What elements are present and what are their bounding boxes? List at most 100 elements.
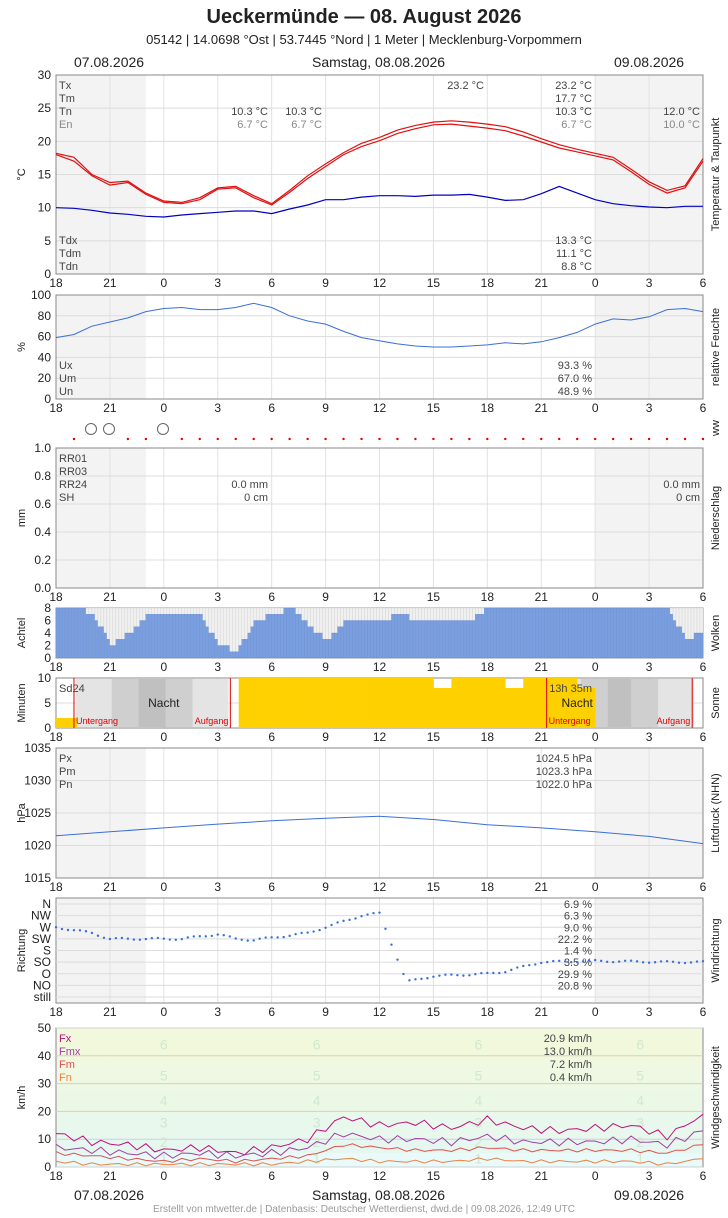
temperature-xtick: 6 [700, 276, 707, 290]
clouds-xtick: 21 [535, 660, 549, 674]
sun-bar [325, 678, 329, 728]
clouds-ytick: 8 [44, 601, 51, 615]
cloud-bar [391, 614, 395, 659]
cloud-bar [660, 607, 665, 659]
winddir-dot [498, 971, 501, 975]
cloud-bar [612, 607, 617, 659]
ww-marker-dot [468, 437, 471, 441]
winddir-dot [420, 977, 423, 981]
pressure-xtick: 0 [592, 880, 599, 894]
cloud-bar [481, 614, 485, 659]
cloud-bar [94, 620, 99, 659]
sun-bar [583, 688, 587, 728]
clouds-ytick: 6 [44, 614, 51, 628]
cloud-bar [571, 607, 575, 659]
sun-bar [307, 678, 311, 728]
cloud-bar [220, 645, 224, 659]
cloud-bar [79, 607, 84, 659]
ww-marker-dot [306, 437, 309, 441]
temp-day1-tn: 10.3 °C [231, 106, 268, 118]
cloud-bar [109, 645, 114, 659]
cloud-bar [130, 632, 135, 659]
sun-bar [478, 678, 482, 728]
sun-bar [526, 678, 530, 728]
ww-marker-dot [432, 437, 435, 441]
pressure-ytick: 1015 [24, 871, 51, 885]
pressure-frame [55, 747, 704, 879]
cloud-bar [376, 620, 380, 659]
precip-xtick: 15 [427, 590, 441, 604]
winddir-dot [360, 915, 363, 918]
cloud-bar [427, 620, 431, 659]
cloud-bar [490, 607, 494, 659]
precip-night-shade [56, 448, 146, 588]
cloud-bar [469, 620, 473, 659]
winddir-dot [300, 931, 303, 935]
precip-ytick: 0.6 [34, 497, 51, 511]
winddir-xtick: 3 [214, 1005, 221, 1019]
sun-bar [415, 678, 419, 728]
sun-bar [571, 678, 575, 728]
precip-xtick: 3 [214, 590, 221, 604]
pressure-xtick: 18 [49, 880, 63, 894]
windspeed-bft-band [57, 1114, 702, 1137]
windspeed-ytick: 10 [38, 1132, 52, 1146]
cloud-bar [244, 639, 248, 659]
humidity-line [55, 302, 704, 348]
winddir-dot [623, 959, 627, 962]
ww-marker-dot [665, 437, 669, 441]
winddir-dot [348, 918, 351, 922]
winddir-dot [438, 974, 441, 977]
windspeed-xtick: 3 [646, 1169, 653, 1183]
sun-night-deep [607, 679, 632, 727]
humidity-xtick: 0 [160, 401, 167, 415]
winddir-percentage: 29.9 % [558, 969, 592, 981]
clouds-xtick: 9 [322, 660, 329, 674]
windspeed-stat-value: 13.0 km/h [544, 1046, 592, 1058]
winddir-dot [66, 928, 70, 932]
precip-xtick: 3 [646, 590, 653, 604]
sun-bar [490, 678, 494, 728]
sun-sd-value: 13h 35m [549, 683, 592, 695]
cloud-bar [382, 620, 386, 659]
cloud-bar [436, 620, 440, 659]
sun-bar [328, 678, 332, 728]
winddir-dot [689, 961, 693, 964]
cloud-bar [463, 620, 467, 659]
cloud-bar [592, 607, 596, 659]
cloud-bar [586, 607, 590, 659]
sun-bar [433, 688, 437, 728]
sun-sunrise-label: Aufgang [195, 716, 229, 726]
humidity-ytick: 80 [38, 309, 52, 323]
humidity-stat-label: Un [59, 386, 73, 398]
sun-bar [463, 678, 467, 728]
precip-stat-label: SH [59, 492, 74, 504]
sun-bar [412, 678, 416, 728]
temperature-xtick: 15 [427, 276, 441, 290]
windspeed-bft-number: 5 [636, 1067, 644, 1083]
cloud-bar [574, 607, 578, 659]
winddir-tick: O [42, 967, 51, 981]
winddir-xtick: 18 [49, 1005, 63, 1019]
windspeed-ytick: 50 [38, 1021, 52, 1035]
windspeed-ytick: 40 [38, 1049, 52, 1063]
winddir-dot [120, 936, 124, 940]
cloud-bar [478, 614, 482, 659]
cloud-bar [298, 614, 302, 659]
sun-bar [268, 678, 272, 728]
sun-bar [364, 678, 368, 728]
cloud-bar [217, 645, 221, 659]
winddir-dot [629, 959, 633, 962]
cloud-bar [678, 626, 683, 659]
cloud-bar [601, 607, 605, 659]
sun-bar [370, 678, 374, 728]
sun-bar [568, 678, 572, 728]
footer-credits: Erstellt von mtwetter.de | Datenbasis: D… [153, 1204, 575, 1215]
winddir-dot [593, 958, 597, 962]
sun-bar [373, 678, 377, 728]
winddir-percentage: 20.8 % [558, 980, 592, 992]
winddir-dot [659, 960, 663, 963]
cloud-bar [514, 607, 518, 659]
winddir-dot [90, 931, 94, 935]
cloud-bar [214, 639, 218, 659]
